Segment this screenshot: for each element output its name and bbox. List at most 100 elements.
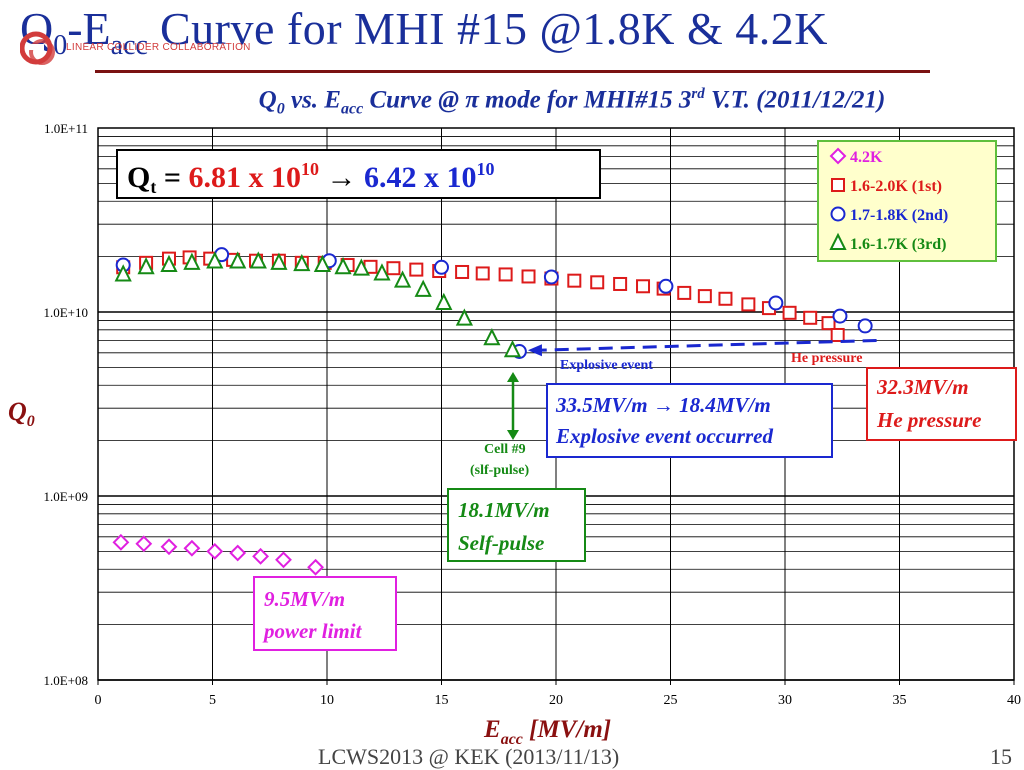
legend-label: 1.7-1.8K (2nd)	[850, 207, 948, 224]
power-limit-box-line1: 9.5MV/m	[264, 587, 345, 611]
data-point-triangle	[249, 251, 267, 269]
legend-label: 1.6-2.0K (1st)	[850, 178, 942, 195]
chart-axes: 0 5 10 15 20 25 30 35 40 1.0E+08 1.0E+09 1.0E+10 1.0…	[43, 121, 1021, 708]
title-rule	[95, 70, 930, 73]
title-q-sub: 0	[53, 30, 68, 62]
he-pressure-small-label: He pressure	[791, 351, 862, 366]
he-pressure-box-line2: He pressure	[876, 408, 981, 432]
data-point-circle	[768, 295, 784, 311]
chart-title-rd: rd	[691, 86, 705, 102]
data-point-triangle	[455, 308, 474, 326]
page-number: 15	[990, 744, 1012, 769]
data-point-square	[590, 275, 605, 290]
he-pressure-box	[866, 367, 1017, 441]
data-point-square	[718, 291, 733, 306]
data-point-square	[475, 266, 490, 281]
explosive-event-box	[546, 383, 833, 458]
he-pressure-trend-line	[537, 339, 877, 352]
data-point-diamond	[206, 542, 224, 560]
qt-text: Qt = 6.81 x 1010 → 6.42 x 1010	[127, 159, 494, 197]
self-pulse-box-line1: 18.1MV/m	[458, 498, 550, 522]
data-point-diamond	[275, 551, 292, 569]
selfpulse-arrow-up	[507, 372, 519, 382]
data-point-diamond	[252, 547, 270, 565]
data-point-square	[455, 264, 470, 279]
data-point-triangle	[313, 254, 332, 273]
data-point-triangle	[270, 252, 288, 270]
x-tick-label: 0	[95, 693, 102, 708]
data-point-diamond	[307, 558, 324, 576]
qt-box	[116, 149, 601, 199]
y-tick-label: 1.0E+10	[43, 305, 88, 320]
legend-label: 4.2K	[850, 149, 883, 166]
data-point-triangle	[435, 292, 453, 310]
data-point-triangle	[483, 328, 501, 346]
data-point-diamond	[112, 533, 130, 551]
legend-marker-triangle	[829, 232, 847, 250]
data-point-square	[613, 276, 628, 291]
data-point-square	[386, 261, 401, 276]
x-tick-label: 35	[893, 693, 907, 708]
data-point-circle	[857, 318, 873, 334]
power-limit-box-line2: power limit	[262, 619, 363, 643]
title-e-sub: acc	[110, 30, 148, 62]
title-mid: -E	[67, 3, 111, 54]
cell9-label-line1: Cell #9	[484, 442, 526, 457]
x-axis-label: Eacc [MV/m]	[483, 716, 611, 748]
self-pulse-box	[447, 488, 586, 562]
data-point-triangle	[137, 257, 155, 275]
data-point-diamond	[160, 538, 178, 556]
legend-marker-circle	[830, 206, 846, 222]
power-limit-box	[253, 576, 397, 651]
data-point-square	[803, 310, 818, 325]
chart-title-rest: Curve @ π mode for MHI#15 3	[363, 86, 692, 114]
chart-title-q: Q	[258, 86, 277, 114]
y-tick-label: 1.0E+08	[43, 673, 88, 688]
x-tick-label: 10	[320, 693, 334, 708]
x-tick-label: 15	[435, 693, 449, 708]
logo-text: LINEAR COLLIDER COLLABORATION	[66, 42, 251, 53]
explosive-event-box-line1: 33.5MV/m → 18.4MV/m	[555, 393, 771, 417]
data-point-diamond	[135, 535, 153, 553]
legend-box	[817, 140, 997, 262]
data-point-square	[821, 316, 836, 331]
legend: 4.2K 1.6-2.0K (1st) 1.7-1.8K (2nd) 1.6-1.7K…	[829, 147, 948, 253]
chart-title-e-sub: acc	[340, 100, 364, 118]
data-point-triangle	[183, 252, 201, 270]
data-point-square	[697, 289, 712, 304]
x-tick-label: 5	[209, 693, 216, 708]
data-point-square	[498, 267, 513, 282]
data-point-triangle	[393, 270, 412, 288]
y-tick-label: 1.0E+11	[44, 121, 88, 136]
data-point-square	[521, 269, 536, 284]
cell9-label-line2: (slf-pulse)	[470, 463, 529, 478]
legend-marker-square	[831, 178, 845, 192]
data-point-diamond	[183, 539, 201, 557]
selfpulse-arrow-down	[507, 430, 519, 440]
data-point-diamond	[229, 544, 247, 562]
x-tick-label: 20	[549, 693, 563, 708]
he-pressure-box-line1: 32.3MV/m	[876, 375, 969, 399]
legend-label: 1.6-1.7K (3rd)	[850, 236, 946, 253]
data-point-triangle	[373, 263, 391, 281]
x-tick-label: 40	[1007, 693, 1021, 708]
data-point-square	[567, 273, 582, 288]
data-point-square	[409, 262, 424, 277]
data-point-triangle	[352, 258, 370, 276]
explosive-event-label: Explosive event	[560, 358, 653, 373]
data-point-square	[636, 279, 651, 294]
data-point-triangle	[414, 279, 432, 297]
data-point-circle	[434, 259, 449, 275]
data-point-triangle	[160, 254, 178, 273]
data-point-triangle	[293, 253, 311, 272]
data-point-triangle	[114, 264, 132, 282]
data-point-square	[741, 297, 756, 312]
data-point-circle	[832, 308, 848, 324]
data-point-circle	[658, 278, 674, 294]
collaboration-logo-icon	[20, 31, 55, 65]
data-point-triangle	[503, 339, 522, 358]
data-point-triangle	[229, 251, 247, 269]
title-rest: Curve for MHI #15 @1.8K & 4.2K	[147, 3, 829, 54]
chart-marks	[112, 247, 873, 576]
